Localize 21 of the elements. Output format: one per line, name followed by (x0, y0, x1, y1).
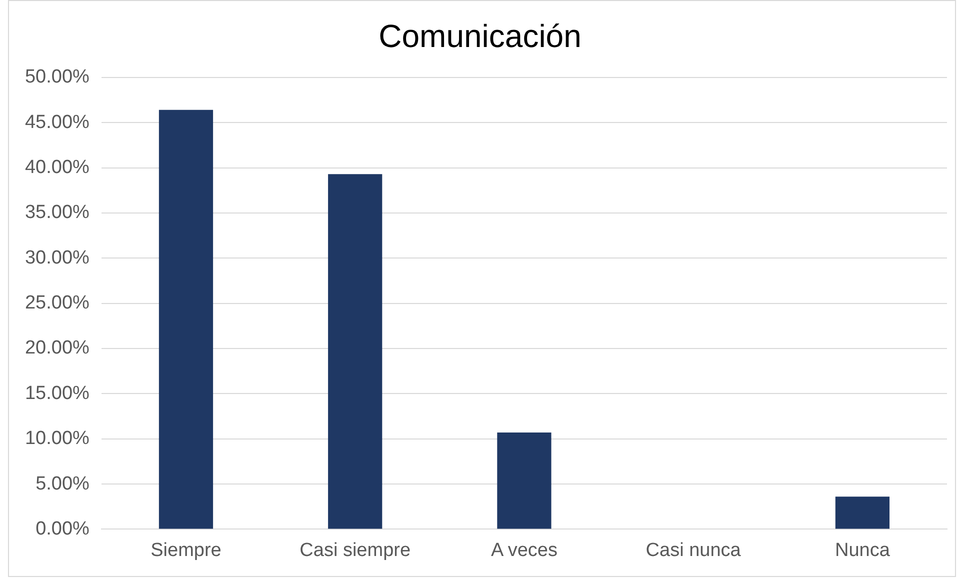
y-tick-label: 15.00% (24, 382, 90, 404)
chart-title: Comunicación (378, 18, 582, 54)
bar (835, 496, 890, 529)
x-tick-label: Casi siempre (300, 540, 411, 561)
y-tick-label: 30.00% (24, 247, 90, 268)
y-tick-label: 0.00% (36, 518, 90, 540)
y-tick-label: 5.00% (36, 473, 90, 494)
y-tick-label: 35.00% (24, 202, 90, 224)
y-tick-label: 25.00% (24, 292, 90, 314)
y-tick-label: 10.00% (24, 428, 90, 450)
y-tick-label: 45.00% (24, 112, 90, 133)
bar (328, 174, 382, 529)
x-tick-label: Siempre (150, 540, 222, 561)
x-tick-label: Casi nunca (646, 540, 742, 561)
x-tick-label: A veces (490, 540, 558, 561)
x-tick-label: Nunca (834, 540, 890, 561)
bar (497, 432, 552, 529)
y-tick-label: 20.00% (24, 338, 90, 359)
y-tick-label: 40.00% (24, 156, 90, 178)
bar (158, 110, 214, 529)
y-tick-label: 50.00% (24, 66, 90, 88)
